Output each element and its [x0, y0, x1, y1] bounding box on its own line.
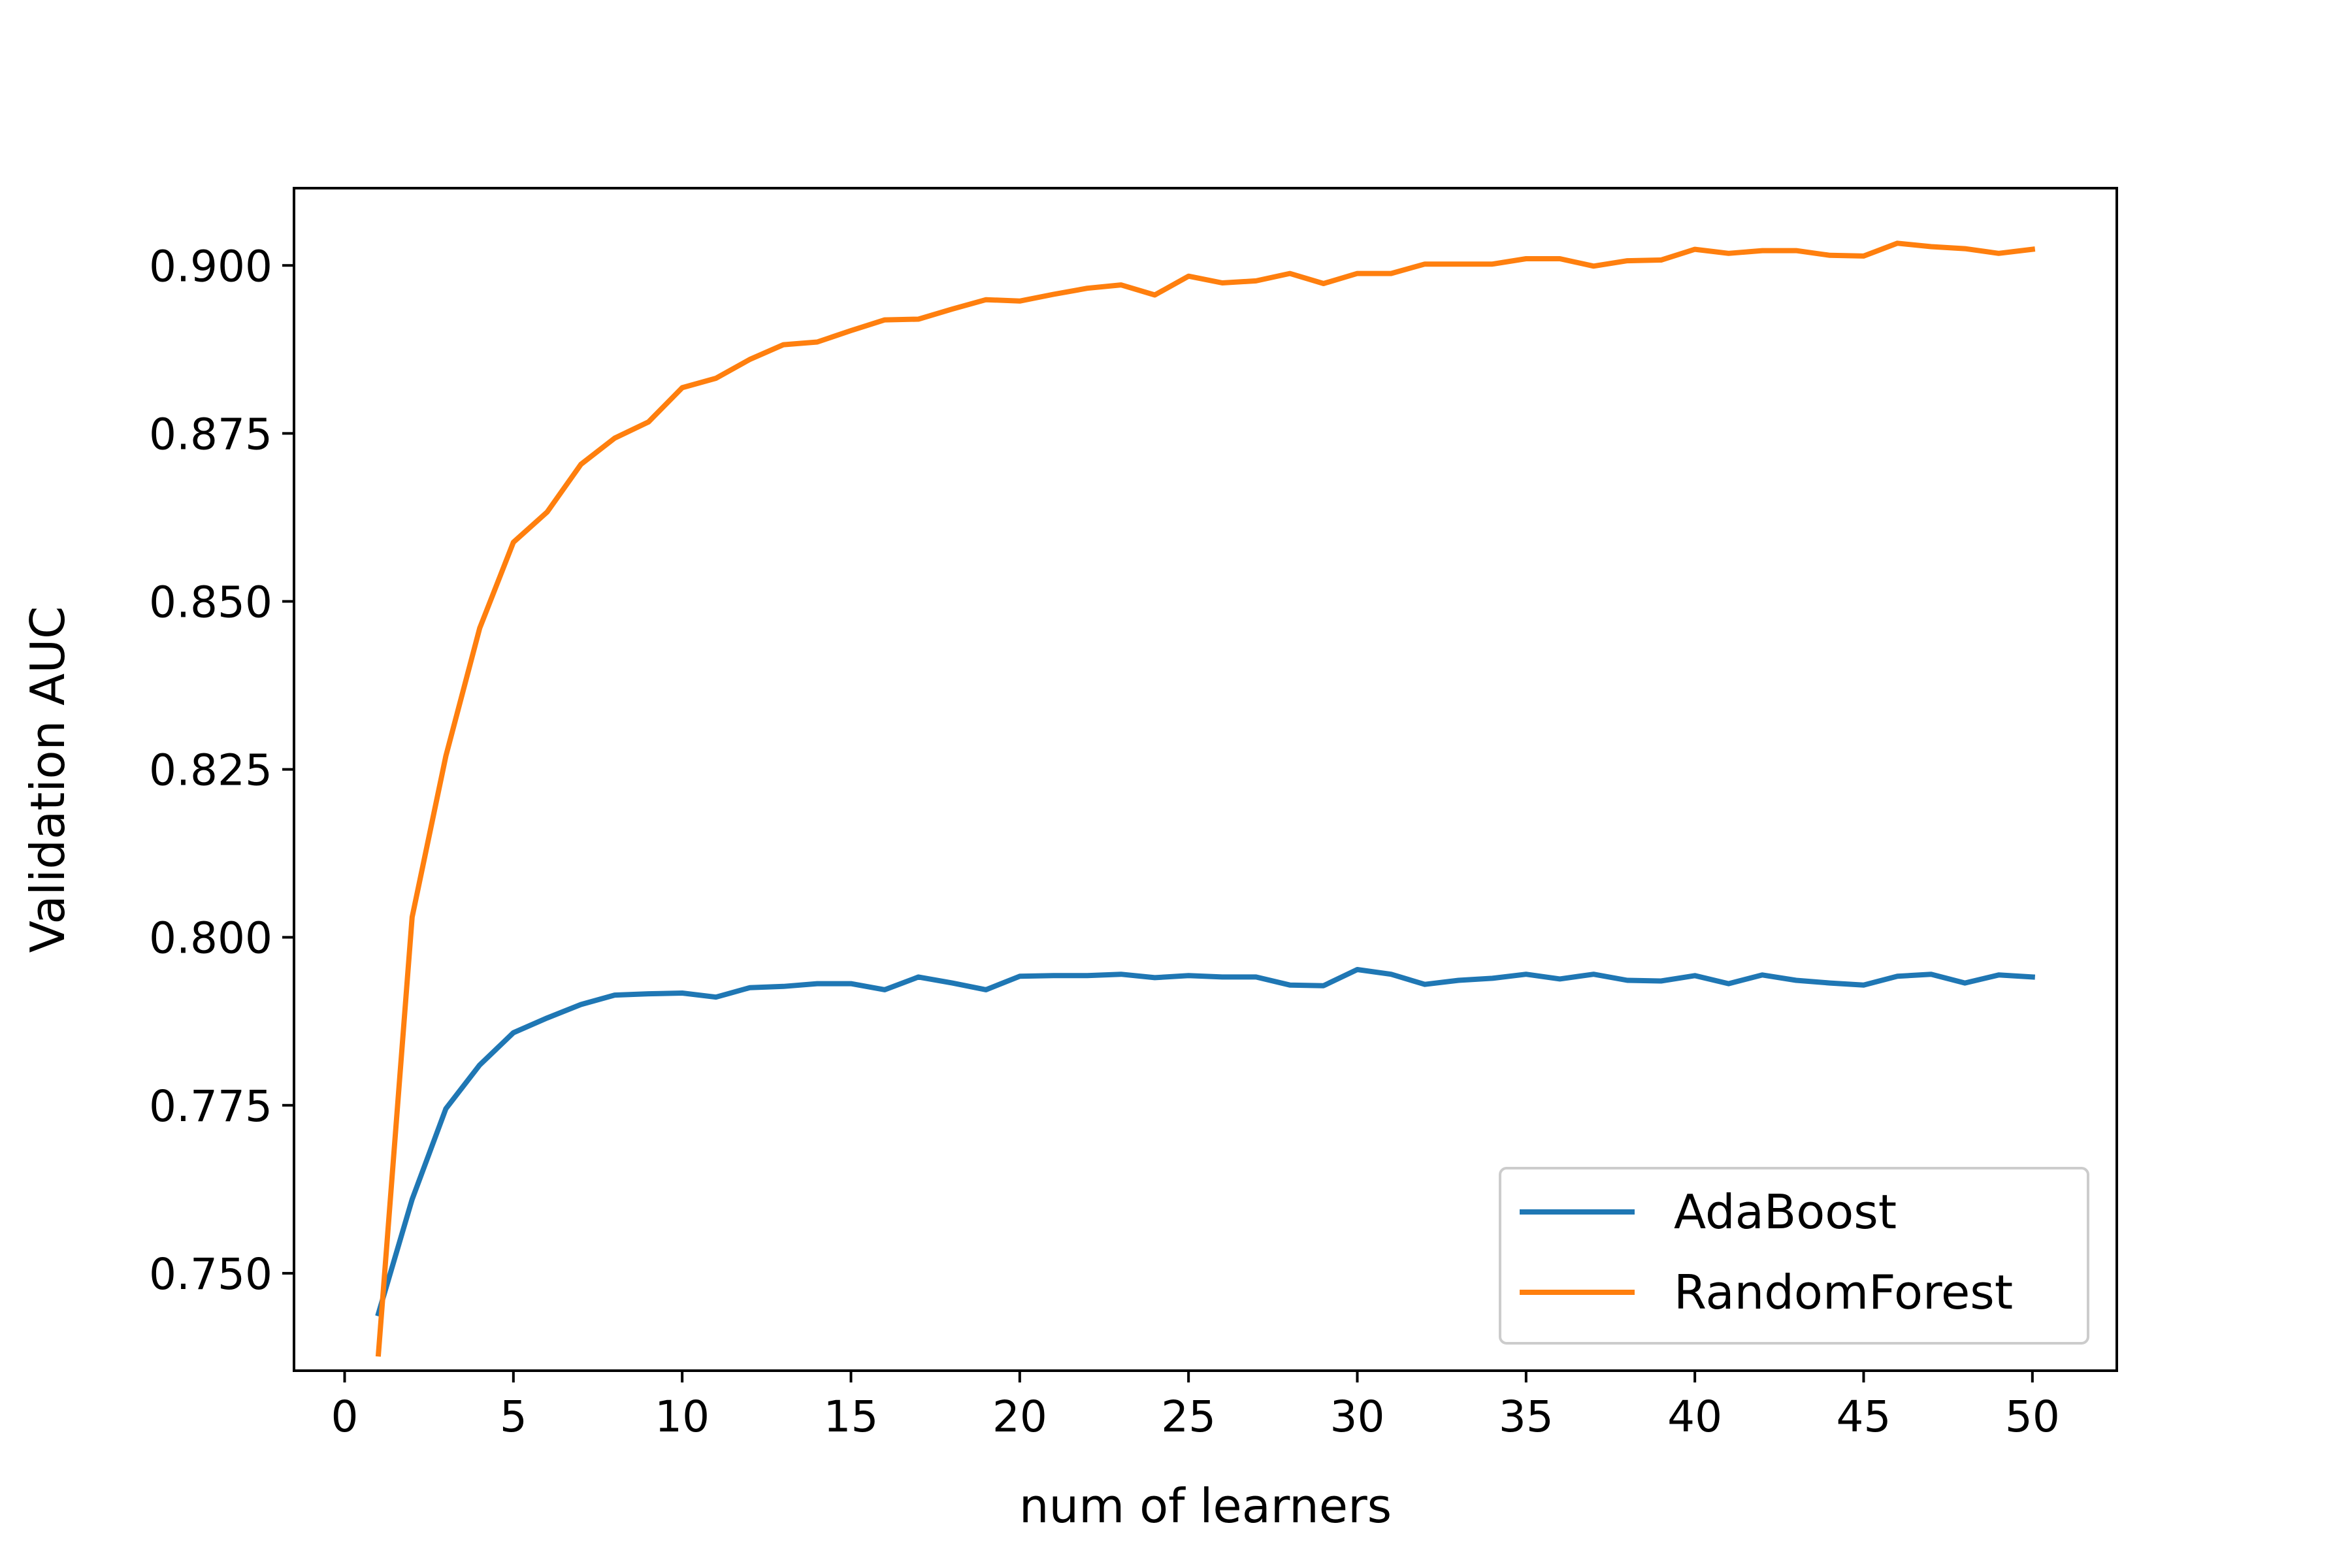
y-tick-label: 0.775 — [149, 1081, 272, 1132]
x-tick-label: 35 — [1499, 1392, 1554, 1442]
y-axis-label: Validation AUC — [20, 606, 75, 953]
x-axis-label: num of learners — [1019, 1478, 1392, 1533]
x-tick-label: 20 — [992, 1392, 1047, 1442]
x-tick-label: 30 — [1330, 1392, 1385, 1442]
y-tick-label: 0.900 — [149, 241, 272, 291]
series-group — [375, 240, 2036, 1357]
legend-label-randomforest: RandomForest — [1674, 1265, 2013, 1320]
x-tick-label: 25 — [1161, 1392, 1216, 1442]
legend: AdaBoost RandomForest — [1499, 1167, 2089, 1345]
x-tick-label: 45 — [1837, 1392, 1891, 1442]
y-tick-label: 0.850 — [149, 577, 272, 627]
x-tick-label: 0 — [331, 1392, 359, 1442]
x-tick-label: 15 — [824, 1392, 879, 1442]
x-axis-ticks: 0 5 10 15 20 25 30 35 40 45 50 — [331, 1371, 2060, 1442]
y-tick-label: 0.825 — [149, 745, 272, 796]
y-tick-label: 0.750 — [149, 1249, 272, 1299]
y-tick-label: 0.875 — [149, 409, 272, 459]
x-tick-label: 5 — [500, 1392, 527, 1442]
series-line-adaboost — [375, 967, 2036, 1317]
x-tick-label: 40 — [1667, 1392, 1722, 1442]
x-tick-label: 10 — [655, 1392, 710, 1442]
y-axis-ticks: 0.750 0.775 0.800 0.825 0.850 0.875 0.900 — [149, 241, 294, 1299]
x-tick-label: 50 — [2005, 1392, 2060, 1442]
axes-frame — [293, 187, 2118, 1372]
legend-box — [1499, 1167, 2089, 1345]
series-line-randomforest — [375, 240, 2036, 1357]
legend-label-adaboost: AdaBoost — [1674, 1184, 1897, 1239]
y-tick-label: 0.800 — [149, 913, 272, 964]
